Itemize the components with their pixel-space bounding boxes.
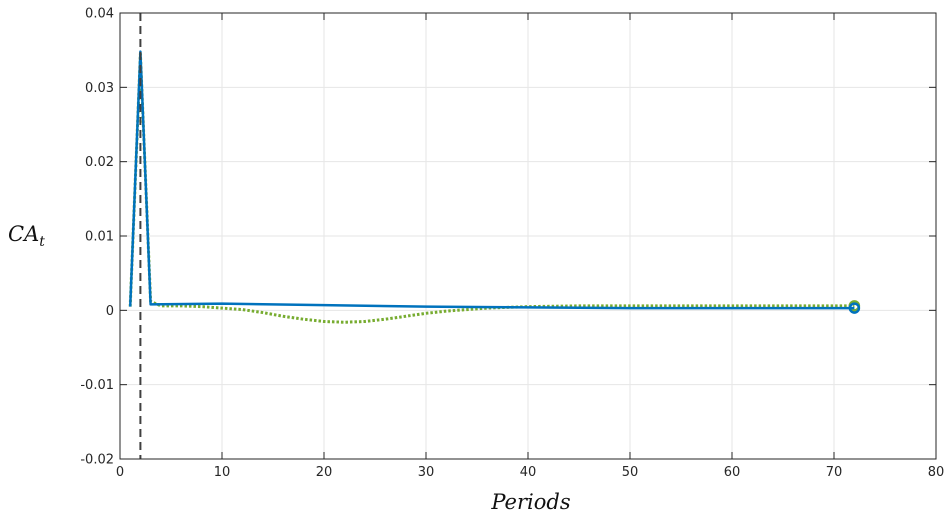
y-tick-label: 0.04 [85,7,114,22]
y-tick-label: 0.01 [85,230,114,245]
y-tick-label: -0.02 [80,453,114,468]
x-axis-label: Periods [490,490,570,514]
x-tick-label: 60 [724,465,741,480]
x-tick-label: 10 [214,465,231,480]
y-axis-label-main: CA [8,222,39,246]
x-tick-label: 50 [622,465,639,480]
series-end-marker-2 [848,302,861,314]
y-axis-label: CAt [8,222,45,250]
y-tick-label: 0.03 [85,81,114,96]
y-axis-label-subscript: t [39,234,45,250]
y-tick-label: 0.02 [85,155,114,170]
x-tick-label: 40 [520,465,537,480]
x-tick-label: 20 [316,465,333,480]
x-tick-label: 70 [826,465,843,480]
x-tick-label: 80 [928,465,945,480]
series-layer [128,13,861,459]
series-line-1 [128,52,855,324]
y-tick-label: 0 [106,304,114,319]
x-tick-label: 0 [116,465,124,480]
x-tick-label: 30 [418,465,435,480]
y-tick-label: -0.01 [80,378,114,393]
y-axis: -0.02 -0.01 0 0.01 0.02 0.03 0.04 [80,7,936,468]
x-axis: 0 10 20 30 40 50 60 70 80 [116,13,944,480]
series-line-2 [128,50,855,310]
